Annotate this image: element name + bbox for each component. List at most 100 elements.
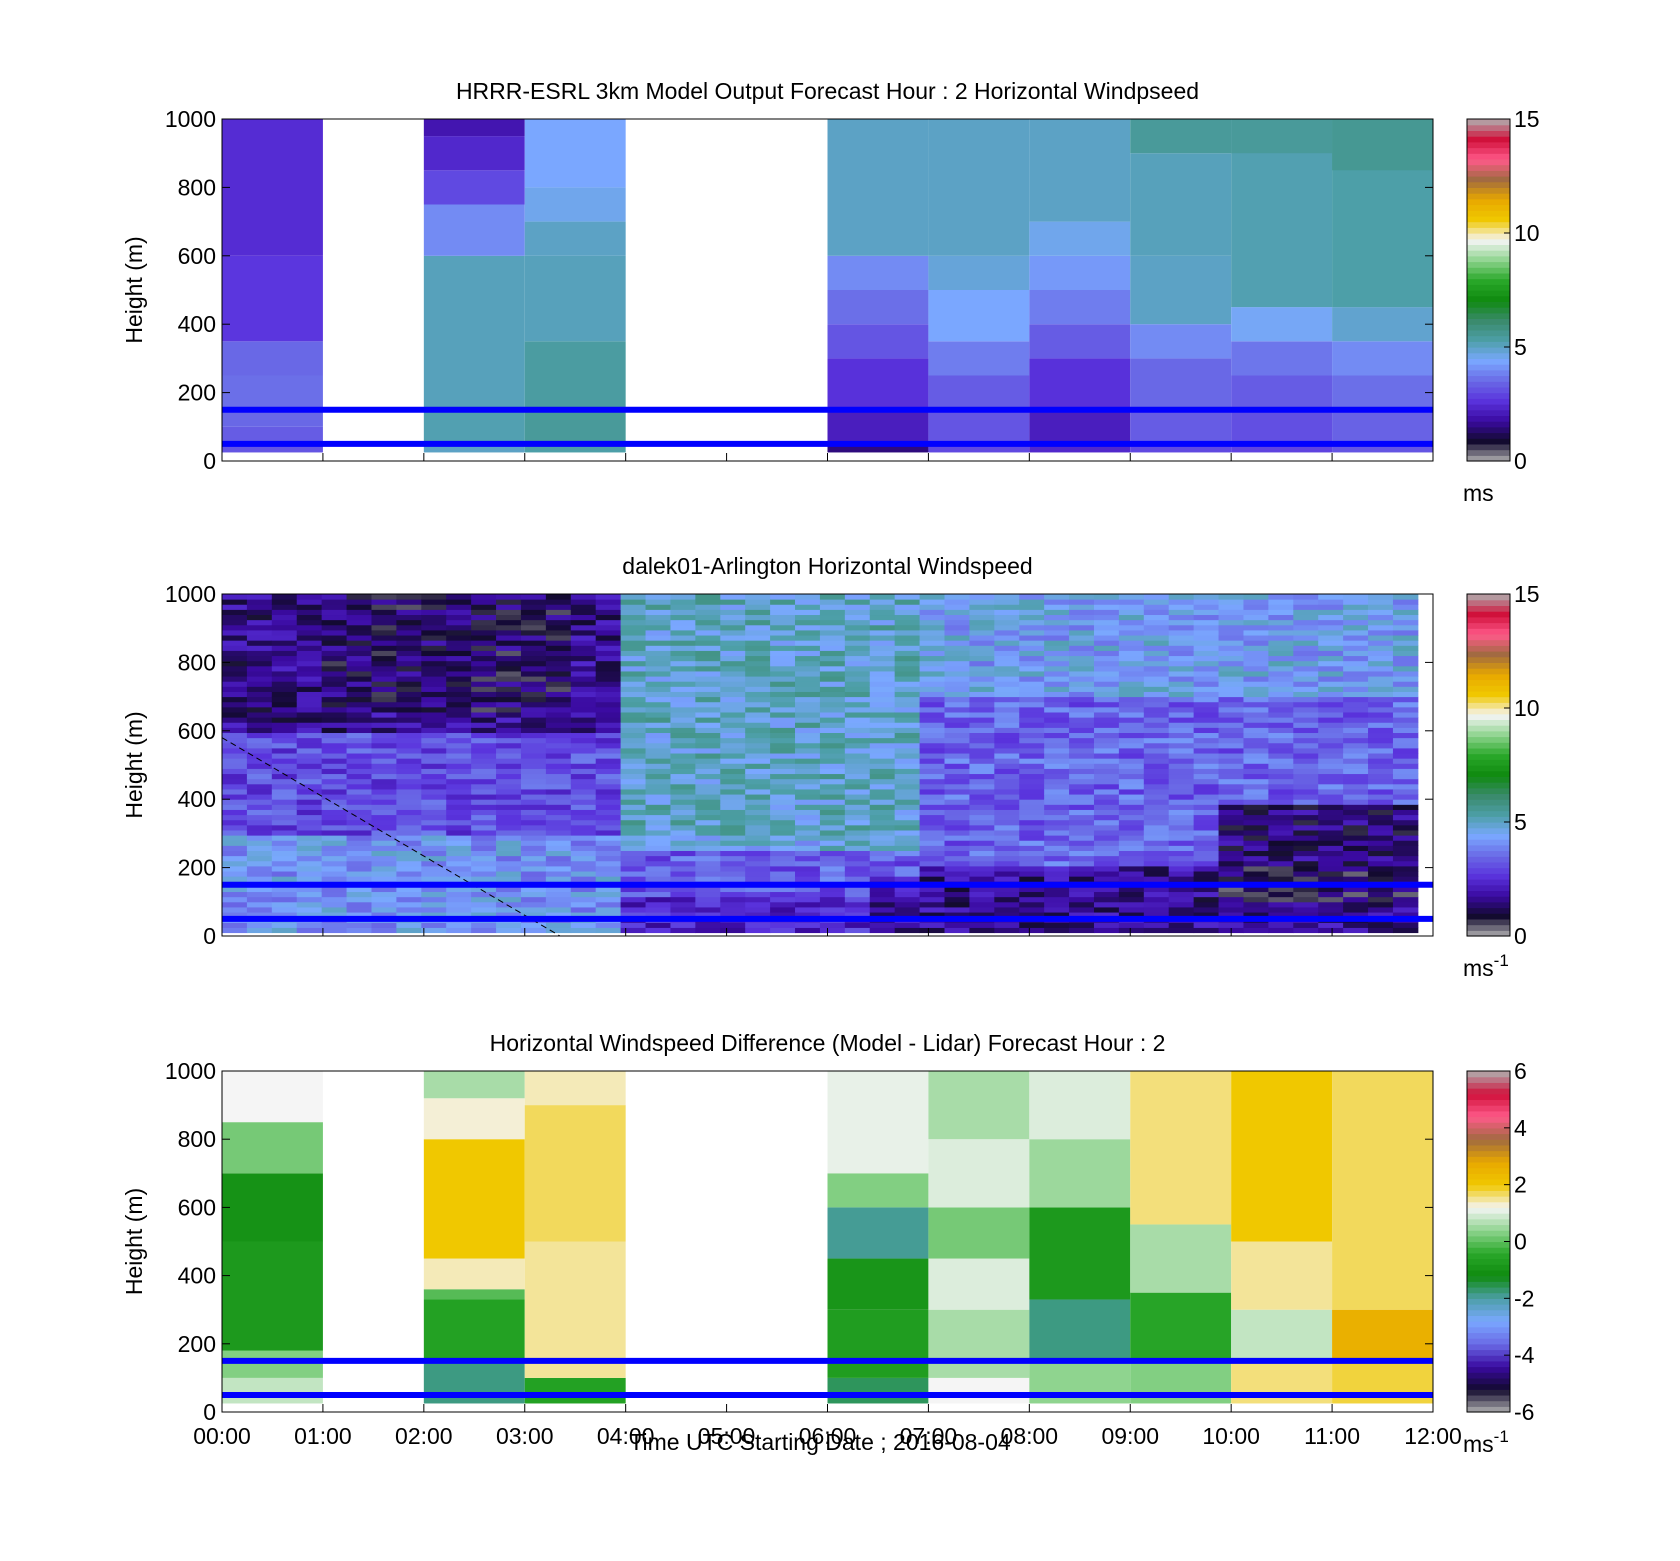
heatmap-cell <box>246 691 273 698</box>
heatmap-cell <box>1193 804 1220 810</box>
heatmap-cell <box>1218 840 1244 846</box>
heatmap-cell <box>720 655 746 662</box>
heatmap-cell <box>1293 604 1319 610</box>
heatmap-cell <box>321 629 348 636</box>
heatmap-cell <box>1318 614 1344 621</box>
heatmap-cell <box>1392 845 1419 851</box>
heatmap-cell <box>246 865 273 872</box>
heatmap-cell <box>1044 763 1070 769</box>
heatmap-cell <box>1218 886 1244 893</box>
heatmap-cell <box>720 778 746 785</box>
heatmap-cell <box>296 835 323 841</box>
heatmap-cell <box>1019 737 1045 744</box>
heatmap-cell <box>745 732 771 739</box>
heatmap-cell <box>570 927 597 934</box>
heatmap-cell <box>1193 711 1220 718</box>
heatmap-cell <box>994 681 1020 687</box>
heatmap-cell <box>1093 594 1120 600</box>
heatmap-cell <box>421 814 447 821</box>
colorbar-swatch <box>1467 1309 1510 1316</box>
heatmap-cell <box>1118 799 1145 805</box>
heatmap-cell <box>246 783 273 790</box>
heatmap-cell <box>670 706 696 713</box>
heatmap-cell <box>321 850 348 857</box>
heatmap-cell <box>1343 896 1369 903</box>
colorbar-swatch <box>1467 324 1510 331</box>
heatmap-cell <box>620 860 647 867</box>
y-tick-label: 200 <box>178 855 216 881</box>
heatmap-cell <box>371 722 397 728</box>
heatmap-cell <box>894 804 921 810</box>
heatmap-cell <box>1243 676 1269 682</box>
heatmap-cell <box>1318 809 1344 816</box>
heatmap-cell <box>296 619 323 626</box>
heatmap-cell <box>570 696 597 703</box>
heatmap-cell <box>944 829 970 836</box>
colorbar-unit: ms-1 <box>1463 1427 1509 1457</box>
heatmap-cell <box>819 773 846 780</box>
heatmap-cell <box>1118 624 1145 631</box>
heatmap-cell <box>471 737 497 744</box>
heatmap-cell <box>371 655 397 662</box>
heatmap-cell <box>944 670 970 677</box>
heatmap-cell <box>720 717 746 723</box>
heatmap-cell <box>1392 645 1419 651</box>
heatmap-cell <box>1193 773 1220 780</box>
colorbar-swatch <box>1467 1349 1510 1356</box>
x-tick-label: 02:00 <box>395 1423 453 1449</box>
colorbar-swatch <box>1467 449 1510 456</box>
panel-3: Horizontal Windspeed Difference (Model -… <box>121 1030 1535 1457</box>
heatmap-cell <box>928 1258 1030 1310</box>
heatmap-cell <box>1044 855 1070 862</box>
heatmap-cell <box>969 732 995 739</box>
heatmap-cell <box>720 886 746 893</box>
heatmap-cell <box>1332 1071 1433 1310</box>
heatmap-cell <box>545 860 572 867</box>
heatmap-cell <box>1318 763 1344 769</box>
heatmap-cell <box>524 255 626 342</box>
colorbar-swatch <box>1467 1343 1510 1351</box>
heatmap-cell <box>346 804 372 810</box>
colorbar-swatch <box>1467 1116 1510 1123</box>
heatmap-cell <box>1044 778 1070 785</box>
heatmap-cell <box>1044 635 1070 641</box>
heatmap-cell <box>396 624 422 631</box>
heatmap-cell <box>371 727 397 734</box>
heatmap-cell <box>670 804 696 810</box>
heatmap-cell <box>1019 640 1045 646</box>
heatmap-cell <box>770 629 796 636</box>
heatmap-cell <box>296 819 323 826</box>
heatmap-cell <box>371 711 397 718</box>
heatmap-cell <box>296 732 323 739</box>
heatmap-cell <box>421 727 447 734</box>
heatmap-cell <box>645 737 671 744</box>
heatmap-cell <box>1243 753 1269 759</box>
heatmap-cell <box>819 629 846 636</box>
heatmap-cell <box>545 604 572 610</box>
colorbar-swatch <box>1467 1122 1510 1129</box>
heatmap-cell <box>944 860 970 867</box>
heatmap-cell <box>795 850 821 857</box>
heatmap-cell <box>1343 886 1369 893</box>
heatmap-cell <box>670 753 696 759</box>
heatmap-cell <box>1019 788 1045 795</box>
heatmap-cell <box>346 855 372 862</box>
heatmap-cell <box>869 706 896 713</box>
heatmap-cell <box>1218 901 1244 908</box>
heatmap-cell <box>695 706 721 713</box>
heatmap-cell <box>969 850 995 857</box>
heatmap-cell <box>396 681 422 687</box>
heatmap-cell <box>745 860 771 867</box>
heatmap-cell <box>1019 768 1045 775</box>
heatmap-cell <box>1243 599 1269 605</box>
heatmap-cell <box>1019 845 1045 851</box>
heatmap-cell <box>346 747 372 754</box>
heatmap-cell <box>1168 804 1195 810</box>
heatmap-cell <box>1368 922 1394 928</box>
colorbar-swatch <box>1467 725 1510 732</box>
colorbar-swatch <box>1467 930 1510 937</box>
heatmap-cell <box>1019 701 1045 708</box>
heatmap-cell <box>1218 722 1244 728</box>
heatmap-cell <box>1392 876 1419 882</box>
colorbar-swatch <box>1467 210 1510 217</box>
